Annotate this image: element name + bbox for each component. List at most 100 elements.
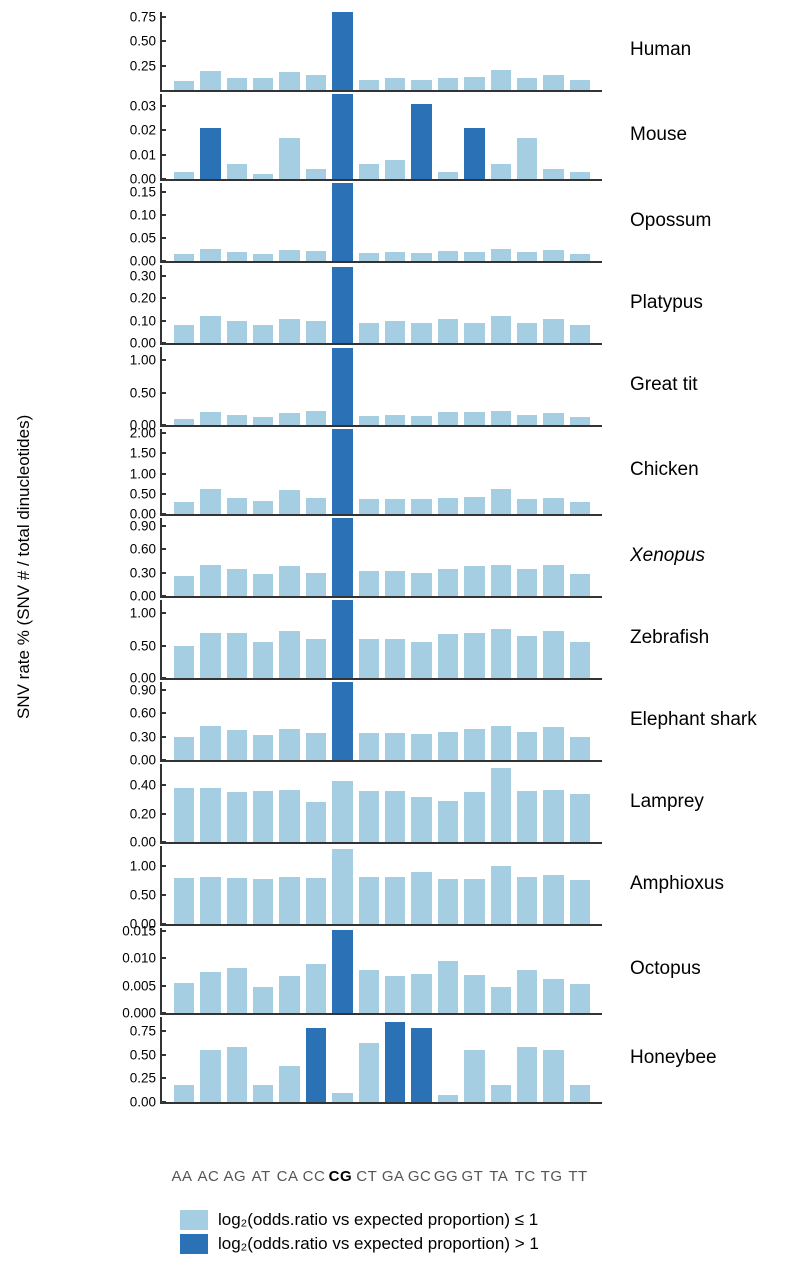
- y-ticks: 0.000.501.00: [110, 600, 160, 678]
- bar-GT: [464, 1050, 485, 1102]
- bar-TT: [570, 417, 591, 425]
- x-label-TA: TA: [489, 1168, 508, 1185]
- bar-AA: [174, 81, 195, 90]
- bar-TT: [570, 574, 591, 596]
- y-tick-label: 0.05: [130, 231, 156, 245]
- bar-CC: [306, 573, 327, 596]
- y-tick-mark: [161, 424, 166, 426]
- y-tick-label: 0.010: [122, 951, 156, 965]
- bar-CT: [359, 639, 380, 678]
- bar-AA: [174, 576, 195, 596]
- species-label: Lamprey: [630, 791, 704, 813]
- plot-area: [160, 265, 602, 345]
- bar-TT: [570, 794, 591, 842]
- bar-GT: [464, 633, 485, 679]
- bar-CT: [359, 970, 380, 1013]
- y-tick-mark: [161, 275, 166, 277]
- bar-TC: [517, 499, 538, 514]
- y-axis-label: SNV rate % (SNV # / total dinucleotides): [14, 415, 34, 719]
- plot-area: [160, 12, 602, 92]
- y-tick-label: 1.00: [130, 606, 156, 620]
- y-tick-mark: [161, 154, 166, 156]
- bar-TG: [543, 727, 564, 760]
- y-tick-mark: [161, 894, 166, 896]
- y-ticks: 0.000.100.200.30: [110, 265, 160, 343]
- bar-TG: [543, 169, 564, 179]
- y-tick-label: 0.25: [130, 59, 156, 73]
- species-label: Chicken: [630, 459, 699, 481]
- bar-TA: [491, 565, 512, 596]
- x-label-CT: CT: [356, 1168, 377, 1185]
- bar-AG: [227, 878, 248, 924]
- bar-GG: [438, 1095, 459, 1102]
- bar-TG: [543, 631, 564, 678]
- bar-AT: [253, 642, 274, 678]
- bar-CT: [359, 253, 380, 261]
- bars: [162, 846, 602, 924]
- bar-GA: [385, 160, 406, 179]
- bar-CG: [332, 600, 353, 678]
- bar-GG: [438, 498, 459, 514]
- y-tick-mark: [161, 736, 166, 738]
- plot-area: [160, 928, 602, 1015]
- bar-CG: [332, 930, 353, 1013]
- species-label: Elephant shark: [630, 709, 757, 731]
- bar-GG: [438, 78, 459, 90]
- bar-AA: [174, 325, 195, 343]
- x-label-AT: AT: [252, 1168, 271, 1185]
- bar-AT: [253, 325, 274, 343]
- panel-platypus: 0.000.100.200.30Platypus: [110, 265, 780, 343]
- y-tick-mark: [161, 1077, 166, 1079]
- bar-AT: [253, 1085, 274, 1102]
- bars: [162, 600, 602, 678]
- bar-CG: [332, 183, 353, 261]
- bar-CC: [306, 802, 327, 842]
- panels-container: 0.250.500.75Human0.000.010.020.03Mouse0.…: [110, 12, 780, 1106]
- bar-CA: [279, 1066, 300, 1102]
- bar-AG: [227, 633, 248, 679]
- bar-GT: [464, 497, 485, 514]
- bar-GC: [411, 734, 432, 760]
- plot-area: [160, 183, 602, 263]
- y-tick-mark: [161, 320, 166, 322]
- panel-elephant-shark: 0.000.300.600.90Elephant shark: [110, 682, 780, 760]
- bar-GG: [438, 634, 459, 678]
- bar-CC: [306, 411, 327, 425]
- plot-area: [160, 429, 602, 516]
- bar-CT: [359, 571, 380, 596]
- bar-CT: [359, 323, 380, 343]
- bar-GG: [438, 172, 459, 179]
- bar-CT: [359, 80, 380, 90]
- y-tick-label: 0.25: [130, 1072, 156, 1086]
- x-label-CA: CA: [277, 1168, 299, 1185]
- plot-area: [160, 94, 602, 181]
- bar-AC: [200, 489, 221, 514]
- x-label-AC: AC: [197, 1168, 219, 1185]
- y-tick-mark: [161, 237, 166, 239]
- species-label: Amphioxus: [630, 873, 724, 895]
- bars: [162, 12, 602, 90]
- bar-CA: [279, 976, 300, 1013]
- bar-CA: [279, 490, 300, 514]
- y-tick-mark: [161, 214, 166, 216]
- y-tick-mark: [161, 930, 166, 932]
- y-ticks: 0.000.501.00: [110, 347, 160, 425]
- panel-great-tit: 0.000.501.00Great tit: [110, 347, 780, 425]
- x-label-TT: TT: [568, 1168, 587, 1185]
- plot-area: [160, 600, 602, 680]
- bar-GA: [385, 976, 406, 1013]
- bar-TT: [570, 737, 591, 760]
- bar-GC: [411, 416, 432, 425]
- bar-CA: [279, 413, 300, 425]
- x-label-GC: GC: [408, 1168, 432, 1185]
- species-label: Opossum: [630, 210, 711, 232]
- bar-AT: [253, 174, 274, 179]
- y-tick-label: 0.20: [130, 807, 156, 821]
- legend-swatch-high: [180, 1234, 208, 1254]
- y-tick-label: 0.50: [130, 35, 156, 49]
- bar-TC: [517, 1047, 538, 1102]
- bar-TC: [517, 569, 538, 596]
- bar-CC: [306, 733, 327, 760]
- panel-honeybee: 0.000.250.500.75Honeybee: [110, 1017, 780, 1102]
- bar-TC: [517, 970, 538, 1013]
